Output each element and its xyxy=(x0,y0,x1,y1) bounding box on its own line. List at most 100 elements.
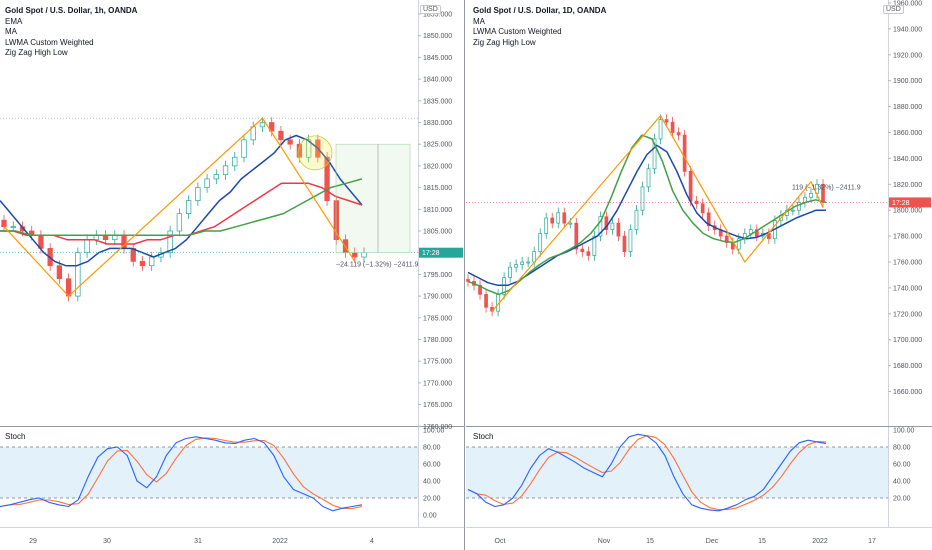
candle-body xyxy=(706,212,711,227)
stoch-tick-label: 60.00 xyxy=(893,462,911,469)
candle-body xyxy=(222,165,229,175)
price-tick-label: 1840.000 xyxy=(423,77,452,84)
price-tick-label: 1720.000 xyxy=(893,311,922,318)
time-tick-label: 29 xyxy=(29,538,37,545)
stoch-label-right: Stoch xyxy=(473,432,494,441)
price-tick-label: 1820.000 xyxy=(423,163,452,170)
stoch-d-line xyxy=(0,437,363,510)
candle-body xyxy=(568,222,573,225)
candle-body xyxy=(232,156,238,167)
price-tick-label: 1800.000 xyxy=(893,208,922,215)
time-tick-label: 15 xyxy=(758,538,766,545)
candle-body xyxy=(724,235,729,243)
candle-body xyxy=(149,256,155,267)
candle-body xyxy=(352,252,358,258)
price-tick-label: 1660.000 xyxy=(893,389,922,396)
candle-body xyxy=(278,130,284,141)
stoch-k-line xyxy=(467,433,827,512)
time-tick-label: 2022 xyxy=(272,538,288,545)
time-tick-label: 30 xyxy=(103,538,111,545)
price-tick-label: 1940.000 xyxy=(893,26,922,33)
candle-body xyxy=(634,209,639,230)
measure-box xyxy=(335,143,411,253)
series-line-lwma-custom-weighted xyxy=(0,178,363,237)
measure-label: −24.119 (−1.32%) −2411.9 xyxy=(336,262,419,269)
candle-body xyxy=(305,139,312,158)
price-tick-label: 1855.000 xyxy=(423,12,452,19)
stoch-tick-label: 60.00 xyxy=(423,462,441,469)
price-tick-label: 1770.000 xyxy=(423,380,452,387)
price-tick-label: 1780.000 xyxy=(423,337,452,344)
stoch-label-left: Stoch xyxy=(5,432,26,441)
candle-body xyxy=(259,122,266,128)
series-line-ema xyxy=(467,144,826,287)
stoch-tick-label: 0.00 xyxy=(423,513,437,520)
candle-body xyxy=(586,251,591,256)
candle-body xyxy=(797,202,801,211)
time-tick-label: 2022 xyxy=(812,538,828,545)
candle-body xyxy=(176,213,183,232)
candle-body xyxy=(75,252,81,297)
last-price-label: 17:28 xyxy=(892,200,910,207)
price-tick-label: 1815.000 xyxy=(423,185,452,192)
candle-body xyxy=(736,238,741,250)
candle-body xyxy=(574,222,579,250)
zigzag-line xyxy=(491,115,824,312)
candle-body xyxy=(10,226,16,229)
candle-body xyxy=(658,119,663,140)
candle-body xyxy=(1,219,7,228)
price-tick-label: 1840.000 xyxy=(893,156,922,163)
stoch-band xyxy=(466,447,888,498)
candle-body xyxy=(694,200,699,205)
time-tick-label: Dec xyxy=(706,538,719,545)
time-tick-label: 31 xyxy=(194,538,202,545)
currency-badge-right[interactable]: USD xyxy=(883,5,904,14)
price-tick-label: 1960.000 xyxy=(893,1,922,8)
time-tick-label: 15 xyxy=(646,538,654,545)
price-tick-label: 1785.000 xyxy=(423,315,452,322)
candle-body xyxy=(550,217,555,224)
candle-body xyxy=(204,178,210,188)
candle-body xyxy=(185,200,192,214)
candle-body xyxy=(361,252,367,258)
candle-body xyxy=(640,186,645,211)
candle-body xyxy=(682,134,687,172)
candle-body xyxy=(195,187,201,201)
currency-badge-left[interactable]: USD xyxy=(420,5,441,14)
candle-body xyxy=(241,139,247,158)
candle-body xyxy=(508,266,512,278)
price-tick-label: 1680.000 xyxy=(893,363,922,370)
candle-body xyxy=(84,239,90,254)
candle-body xyxy=(646,168,651,188)
price-tick-label: 1850.000 xyxy=(423,33,452,40)
last-price-label: 17:28 xyxy=(422,250,440,257)
candle-body xyxy=(556,212,561,224)
price-tick-label: 1805.000 xyxy=(423,229,452,236)
candle-body xyxy=(628,229,633,252)
price-tick-label: 1700.000 xyxy=(893,337,922,344)
candle-body xyxy=(664,119,669,123)
stoch-tick-label: 40.00 xyxy=(893,479,911,486)
stoch-band xyxy=(0,447,418,498)
candle-body xyxy=(580,248,585,252)
candle-body xyxy=(809,193,813,198)
stoch-tick-label: 20.00 xyxy=(893,496,911,503)
stoch-tick-label: 40.00 xyxy=(423,479,441,486)
price-tick-label: 1760.000 xyxy=(423,424,452,431)
candle-body xyxy=(700,203,705,214)
candle-body xyxy=(748,229,753,234)
candle-body xyxy=(514,264,518,268)
stoch-tick-label: 80.00 xyxy=(423,445,441,452)
candle-body xyxy=(670,121,675,133)
candle-body xyxy=(296,143,303,158)
price-tick-label: 1795.000 xyxy=(423,272,452,279)
candle-body xyxy=(688,171,693,202)
candle-body xyxy=(538,233,543,252)
candle-body xyxy=(544,217,549,234)
price-tick-label: 1760.000 xyxy=(893,260,922,267)
zigzag-line xyxy=(3,117,356,297)
price-tick-label: 1740.000 xyxy=(893,285,922,292)
candle-body xyxy=(592,235,597,256)
stoch-tick-label: 100.00 xyxy=(893,428,915,435)
